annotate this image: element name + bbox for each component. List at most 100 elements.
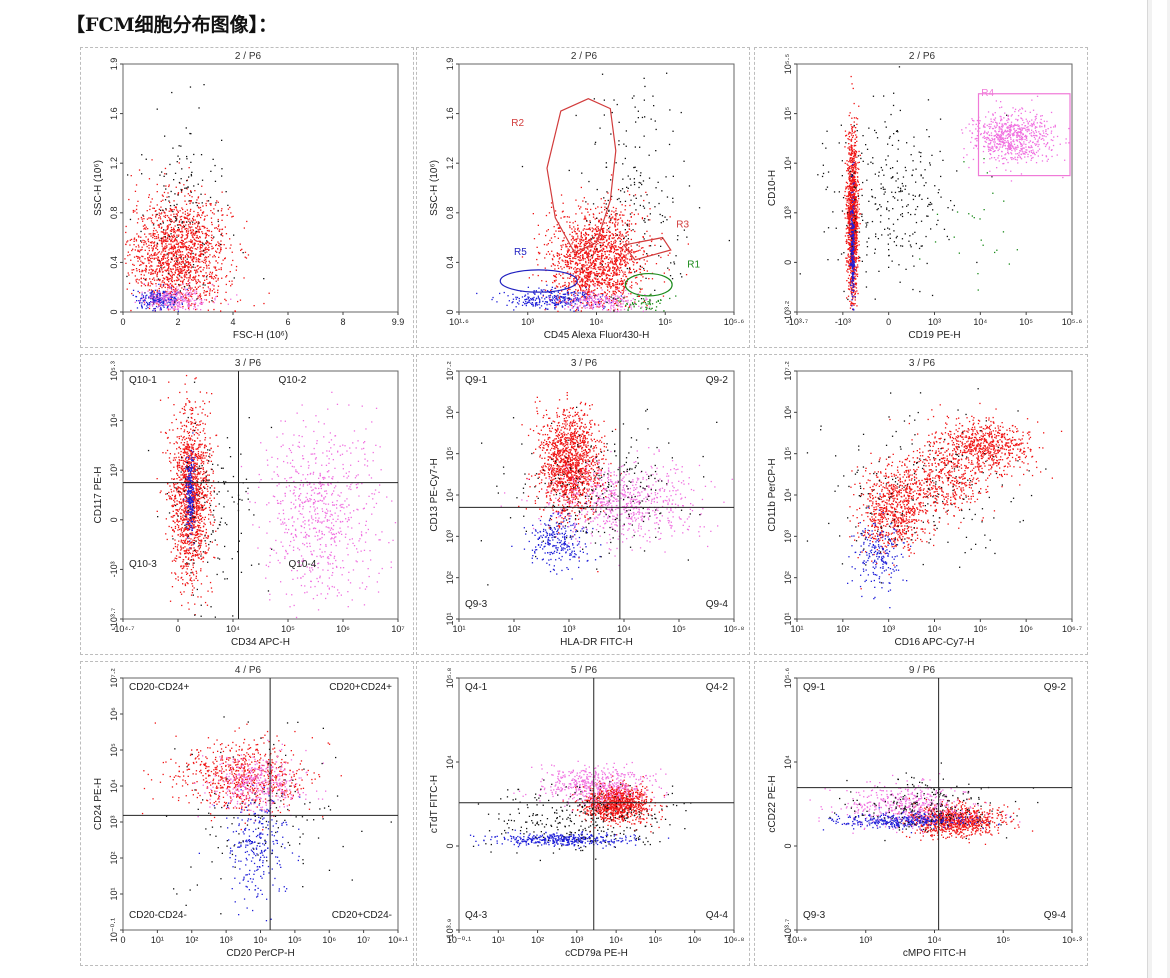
data-point [134, 275, 136, 277]
data-point [213, 236, 215, 238]
data-point [606, 231, 608, 233]
data-point [218, 252, 220, 254]
data-point [588, 274, 590, 276]
data-point [178, 254, 180, 256]
data-point [142, 295, 145, 297]
data-point [590, 272, 592, 274]
data-point [615, 286, 617, 288]
data-point [521, 165, 524, 168]
data-point [140, 304, 143, 306]
data-point [531, 297, 534, 299]
data-point [205, 246, 207, 249]
data-point [190, 190, 192, 193]
data-point [186, 236, 188, 238]
data-point [125, 262, 127, 264]
data-point [620, 309, 622, 311]
data-point [624, 273, 626, 276]
data-point [554, 275, 556, 277]
data-point [541, 280, 543, 282]
data-point [163, 191, 166, 194]
data-point [579, 240, 581, 242]
data-point [186, 301, 188, 304]
data-point [621, 219, 623, 222]
data-point [615, 264, 617, 266]
data-point [220, 240, 222, 242]
data-point [174, 172, 177, 174]
data-point [534, 293, 536, 295]
data-point [151, 296, 153, 298]
data-point [157, 292, 159, 295]
data-point [648, 245, 650, 247]
data-point [186, 188, 188, 190]
data-point [167, 240, 169, 242]
data-point [598, 266, 600, 268]
data-point [189, 287, 191, 289]
data-point [149, 205, 151, 207]
data-point [139, 258, 141, 260]
data-point [217, 279, 219, 281]
gate-r3[interactable] [622, 236, 672, 261]
data-point [623, 236, 625, 238]
data-point [614, 225, 616, 227]
data-point [201, 202, 203, 204]
data-point [618, 257, 620, 259]
data-point [181, 231, 184, 233]
data-point [197, 237, 199, 239]
data-point [197, 279, 199, 281]
data-point [204, 226, 206, 229]
gate-r1[interactable] [624, 272, 673, 297]
data-point [208, 242, 210, 244]
data-point [602, 306, 604, 308]
data-point [565, 285, 568, 288]
data-point [567, 277, 569, 279]
data-point [855, 191, 857, 193]
data-point [570, 260, 572, 262]
data-point [187, 233, 189, 235]
data-point [210, 236, 213, 239]
data-point [200, 271, 202, 273]
data-point [190, 232, 192, 235]
data-point [576, 297, 579, 299]
data-point [846, 217, 848, 220]
data-point [192, 260, 194, 263]
data-point [211, 290, 213, 292]
data-point [608, 210, 610, 212]
data-point [571, 307, 573, 309]
gate-r5[interactable] [499, 269, 578, 293]
data-point [575, 292, 577, 294]
data-point [187, 256, 189, 258]
data-point [534, 299, 536, 301]
data-point [569, 221, 571, 223]
data-point [636, 269, 638, 272]
data-point [588, 271, 590, 274]
data-point [166, 196, 168, 198]
data-point [593, 297, 595, 299]
data-point [141, 293, 143, 295]
data-point [556, 303, 558, 305]
data-point [561, 211, 564, 213]
data-point [583, 269, 586, 271]
data-point [537, 224, 539, 226]
data-point [191, 241, 193, 243]
gate-r2[interactable] [546, 98, 617, 254]
data-point [221, 277, 223, 279]
data-point [592, 228, 595, 230]
data-point [613, 218, 615, 220]
data-point [560, 286, 562, 288]
data-point [168, 293, 170, 295]
data-point [139, 300, 141, 302]
data-point [165, 254, 167, 256]
data-point [643, 267, 645, 270]
data-point [564, 293, 566, 296]
data-point [644, 116, 646, 118]
data-point [172, 147, 174, 149]
data-point [184, 263, 186, 265]
data-point [169, 247, 171, 249]
data-point [848, 268, 850, 270]
data-point [572, 291, 574, 294]
data-point [645, 277, 647, 279]
data-point [610, 272, 612, 274]
data-point [175, 293, 177, 295]
data-point [579, 301, 581, 303]
data-point [620, 238, 623, 241]
